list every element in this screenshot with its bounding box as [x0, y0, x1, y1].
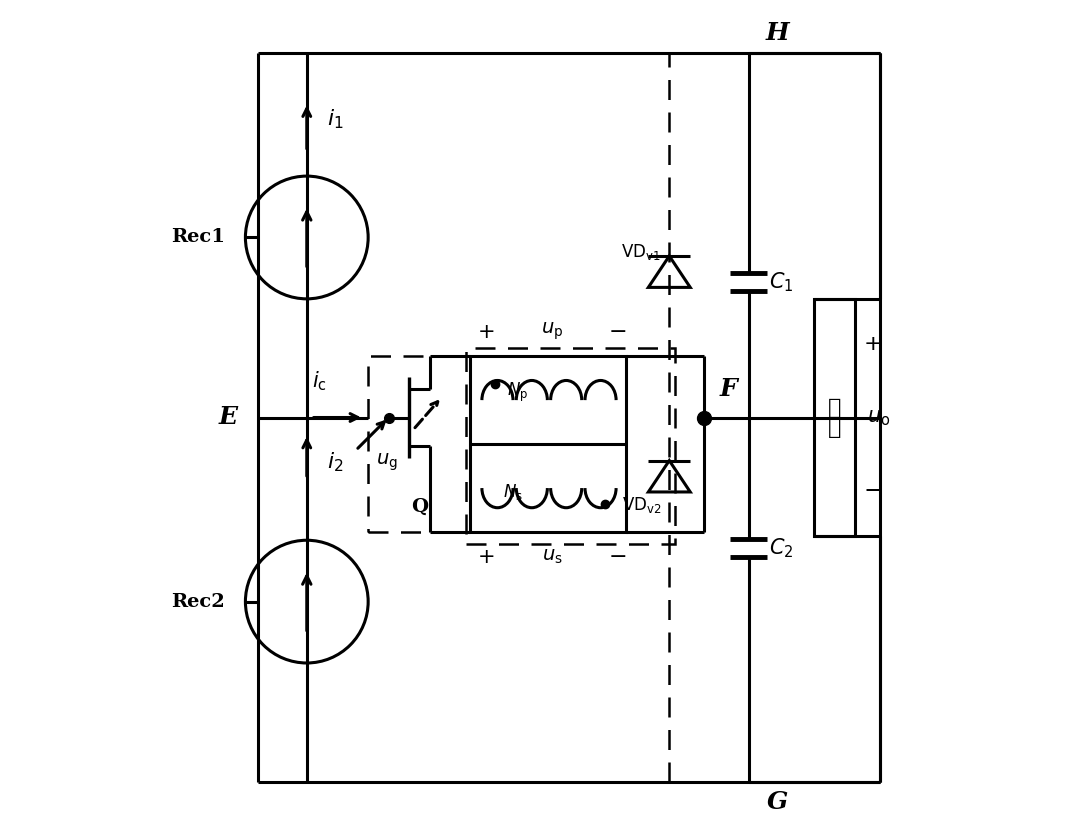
Text: −: − — [863, 479, 883, 504]
Text: +: + — [478, 547, 496, 567]
Text: $u_\mathrm{p}$: $u_\mathrm{p}$ — [541, 321, 564, 342]
Text: $\mathrm{VD}_{\mathrm{v1}}$: $\mathrm{VD}_{\mathrm{v1}}$ — [621, 242, 661, 262]
Text: $C_1$: $C_1$ — [769, 271, 794, 294]
Text: $N_\mathrm{s}$: $N_\mathrm{s}$ — [503, 482, 523, 502]
Text: Rec2: Rec2 — [172, 593, 225, 610]
Text: +: + — [478, 321, 496, 342]
Text: G: G — [767, 790, 788, 814]
Bar — [814, 299, 855, 536]
Bar — [368, 357, 471, 532]
Text: $u_\mathrm{s}$: $u_\mathrm{s}$ — [542, 547, 563, 566]
Text: Rec1: Rec1 — [171, 229, 225, 246]
Bar — [467, 348, 675, 544]
Text: H: H — [766, 21, 789, 45]
Text: $\mathrm{VD}_{\mathrm{v2}}$: $\mathrm{VD}_{\mathrm{v2}}$ — [622, 495, 661, 515]
Text: F: F — [720, 377, 738, 401]
Text: $i_\mathrm{c}$: $i_\mathrm{c}$ — [312, 369, 326, 393]
Text: −: − — [608, 547, 627, 567]
Text: $i_1$: $i_1$ — [327, 107, 343, 130]
Text: 負
載: 負 載 — [828, 397, 841, 438]
Text: −: − — [608, 321, 627, 342]
Text: $u_\mathrm{g}$: $u_\mathrm{g}$ — [376, 452, 399, 473]
Text: $N_\mathrm{p}$: $N_\mathrm{p}$ — [508, 380, 528, 403]
Text: $u_\mathrm{o}$: $u_\mathrm{o}$ — [867, 407, 891, 428]
Text: +: + — [863, 334, 882, 354]
Text: E: E — [218, 406, 238, 429]
Text: Q: Q — [410, 498, 428, 516]
Text: $i_2$: $i_2$ — [327, 451, 343, 474]
Text: $C_2$: $C_2$ — [769, 537, 794, 560]
Bar — [471, 357, 626, 532]
